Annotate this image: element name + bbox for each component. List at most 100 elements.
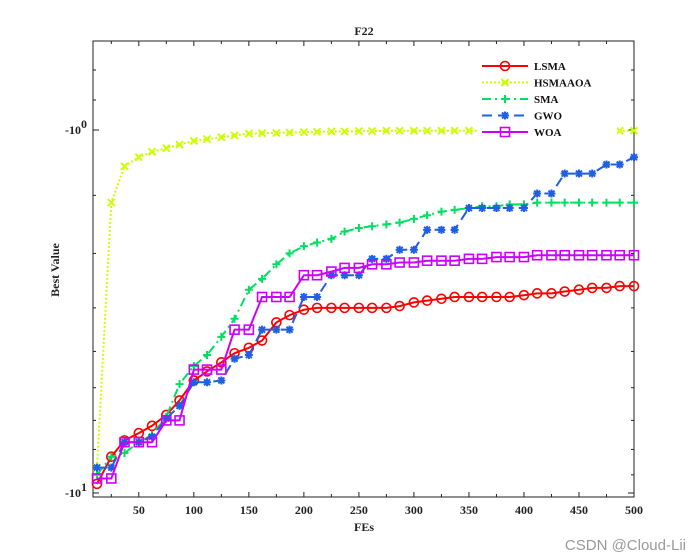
data-point bbox=[533, 198, 542, 207]
data-point bbox=[162, 143, 171, 153]
data-point bbox=[614, 280, 625, 292]
data-point bbox=[189, 378, 198, 387]
data-point bbox=[491, 291, 502, 303]
data-point bbox=[464, 126, 474, 135]
data-point bbox=[298, 304, 310, 315]
data-point bbox=[546, 249, 557, 261]
data-point bbox=[161, 415, 172, 426]
data-point bbox=[586, 249, 598, 261]
y-tick-label: -10 bbox=[65, 123, 81, 137]
legend: LSMA HSMAAOA SMA GWO WOA bbox=[477, 52, 617, 139]
data-point bbox=[299, 242, 308, 251]
legend-label-woa: WOA bbox=[534, 127, 562, 139]
data-point bbox=[203, 351, 212, 360]
data-point bbox=[476, 253, 488, 265]
data-point bbox=[298, 269, 310, 281]
data-point bbox=[478, 204, 487, 213]
legend-label-hsmaaoa: HSMAAOA bbox=[534, 78, 592, 90]
legend-marker bbox=[499, 60, 511, 72]
data-point bbox=[93, 463, 101, 472]
data-point bbox=[353, 302, 365, 314]
data-point bbox=[354, 224, 363, 233]
data-point bbox=[327, 271, 336, 280]
data-point bbox=[423, 225, 432, 234]
data-point bbox=[272, 325, 281, 334]
data-point bbox=[601, 282, 612, 294]
data-point bbox=[339, 262, 350, 274]
data-point bbox=[120, 162, 129, 171]
data-point bbox=[560, 169, 569, 178]
data-point bbox=[107, 452, 116, 461]
data-point bbox=[244, 351, 253, 360]
watermark: CSDN @Cloud-Lii bbox=[564, 537, 686, 554]
series-woa bbox=[91, 249, 640, 484]
data-point bbox=[421, 295, 433, 306]
legend-label-gwo: GWO bbox=[534, 111, 563, 123]
data-point bbox=[437, 225, 446, 234]
data-point bbox=[272, 260, 281, 269]
data-point bbox=[201, 364, 213, 375]
data-point bbox=[340, 227, 349, 236]
data-point bbox=[202, 134, 212, 144]
legend-marker bbox=[501, 111, 509, 120]
data-point bbox=[574, 169, 583, 178]
x-tick-label: 250 bbox=[350, 503, 368, 517]
data-point bbox=[449, 291, 460, 303]
data-point bbox=[312, 127, 322, 137]
legend-marker bbox=[499, 126, 511, 138]
data-point bbox=[106, 451, 117, 463]
data-point bbox=[119, 436, 130, 448]
data-point bbox=[531, 249, 543, 261]
data-point bbox=[326, 302, 337, 314]
data-point bbox=[244, 285, 253, 294]
data-point bbox=[326, 266, 337, 277]
data-point bbox=[450, 126, 459, 135]
data-point bbox=[601, 249, 612, 261]
data-point bbox=[230, 314, 239, 323]
data-point bbox=[147, 147, 157, 156]
data-point bbox=[476, 291, 488, 303]
data-point bbox=[628, 280, 640, 292]
data-point bbox=[560, 198, 569, 207]
data-point bbox=[285, 128, 294, 137]
data-point bbox=[258, 274, 267, 283]
data-point bbox=[602, 198, 611, 207]
data-point bbox=[602, 160, 611, 169]
data-point bbox=[311, 269, 323, 281]
data-point bbox=[519, 204, 528, 213]
data-point bbox=[533, 189, 542, 198]
data-point bbox=[175, 401, 184, 410]
series-line-lsma bbox=[96, 285, 634, 485]
data-point bbox=[463, 253, 475, 265]
data-point bbox=[504, 251, 515, 263]
data-point bbox=[203, 378, 212, 387]
data-point bbox=[409, 126, 419, 135]
data-point bbox=[134, 153, 144, 162]
legend-marker bbox=[501, 95, 509, 103]
data-point bbox=[230, 131, 239, 140]
data-point bbox=[229, 324, 240, 335]
chart-title: F22 bbox=[354, 24, 373, 38]
data-point bbox=[243, 324, 255, 335]
y-axis-label: Best Value bbox=[48, 242, 62, 296]
data-point bbox=[217, 332, 226, 341]
y-tick-exponent: 1 bbox=[81, 480, 87, 494]
data-point bbox=[436, 293, 447, 305]
data-point bbox=[547, 198, 556, 207]
data-point bbox=[394, 257, 405, 268]
data-point bbox=[340, 127, 349, 136]
data-point bbox=[436, 255, 447, 266]
data-point bbox=[368, 222, 377, 231]
data-point bbox=[120, 449, 129, 458]
data-point bbox=[107, 198, 116, 207]
data-point bbox=[299, 292, 308, 301]
data-point bbox=[531, 288, 543, 299]
data-point bbox=[146, 436, 158, 448]
y-tick-exponent: 0 bbox=[81, 117, 87, 131]
data-point bbox=[285, 249, 294, 258]
data-point bbox=[574, 198, 583, 207]
data-point bbox=[354, 271, 363, 280]
data-point bbox=[217, 133, 226, 142]
data-point bbox=[91, 473, 103, 484]
